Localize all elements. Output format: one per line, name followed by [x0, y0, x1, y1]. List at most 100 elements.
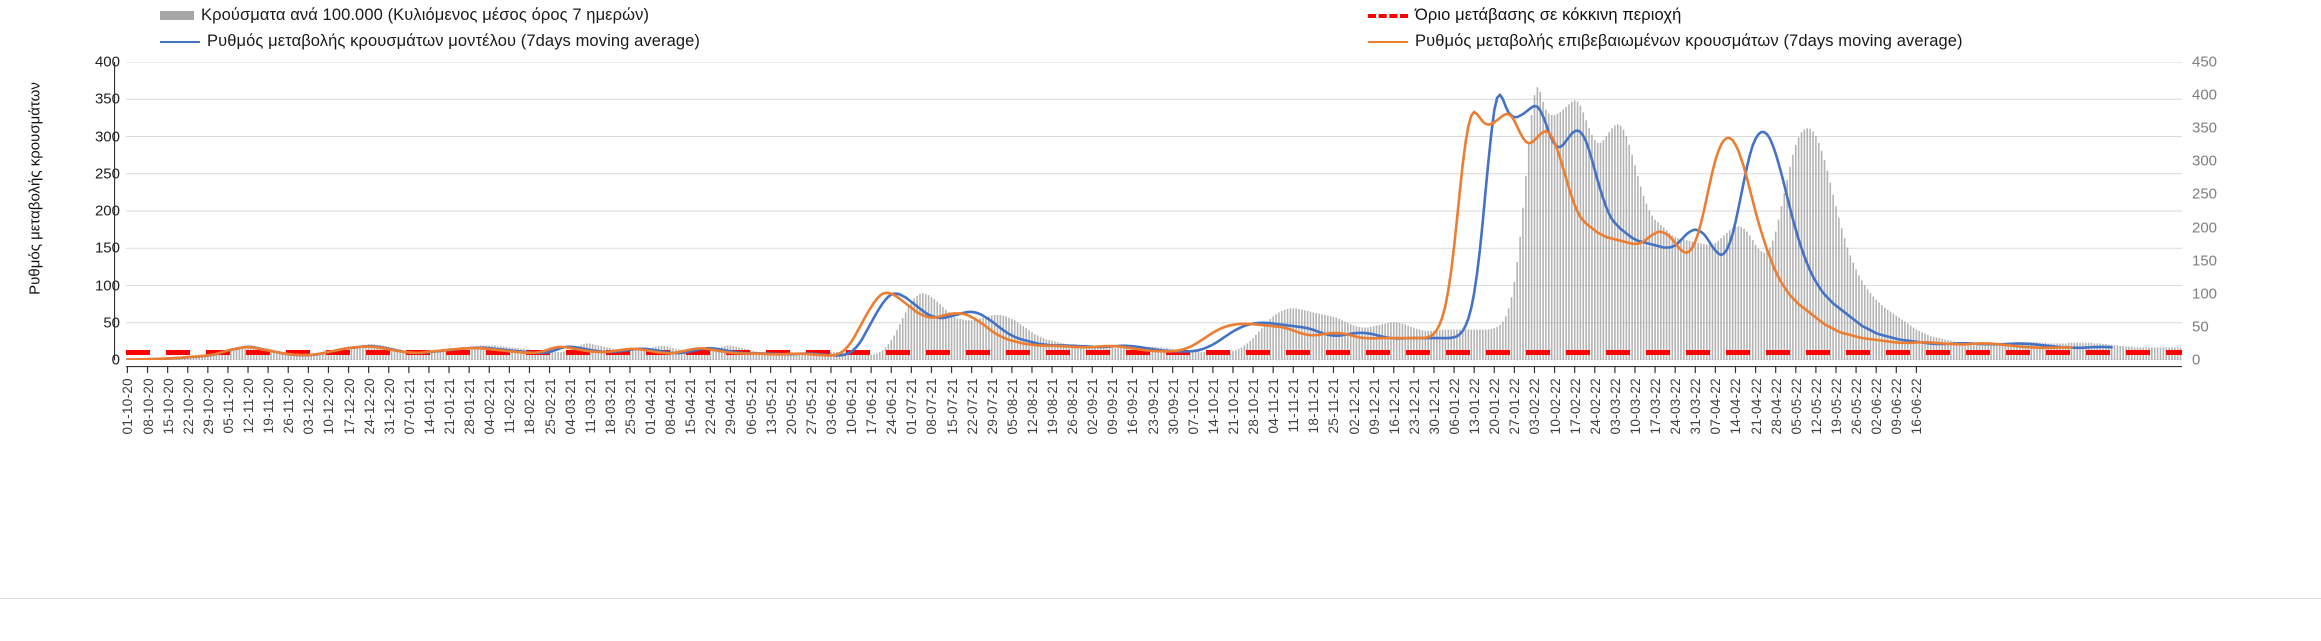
x-tick-label: 15-04-21: [683, 378, 699, 435]
legend-item-cases-per-100k[interactable]: Κρούσματα ανά 100.000 (Κυλιόμενος μέσος …: [160, 6, 649, 25]
x-tick-label: 09-06-22: [1889, 378, 1905, 435]
bar-swatch-icon: [160, 11, 194, 20]
x-tick-label: 24-06-21: [884, 378, 900, 435]
x-tick-label: 23-09-21: [1145, 378, 1161, 435]
y-tick-left: 0: [111, 351, 120, 369]
legend-item-model-rate[interactable]: Ρυθμός μεταβολής κρουσμάτων μοντέλου (7d…: [160, 32, 700, 51]
x-tick-label: 18-02-21: [522, 378, 538, 435]
y-tick-left: 350: [94, 90, 120, 108]
x-tick-label: 27-05-21: [803, 378, 819, 435]
x-tick-label: 27-01-22: [1507, 378, 1523, 435]
y-tick-right: 300: [2192, 152, 2218, 170]
x-tick-label: 12-05-22: [1808, 378, 1824, 435]
x-tick-label: 05-05-22: [1788, 378, 1804, 435]
x-tick-label: 12-08-21: [1024, 378, 1040, 435]
y-tick-right: 350: [2192, 119, 2218, 137]
x-tick-label: 07-04-22: [1708, 378, 1724, 435]
x-tick-label: 01-10-20: [120, 378, 136, 435]
y-tick-left: 300: [94, 128, 120, 145]
x-tick-label: 04-03-21: [562, 378, 578, 435]
x-tick-label: 28-01-21: [462, 378, 478, 435]
x-tick-label: 19-08-21: [1045, 378, 1061, 435]
y-tick-left: 150: [94, 239, 120, 257]
x-tick-label: 21-01-21: [442, 378, 458, 435]
x-tick-label: 14-10-21: [1205, 378, 1221, 435]
x-tick-label: 29-07-21: [984, 378, 1000, 435]
x-tick-label: 11-11-21: [1286, 378, 1302, 433]
x-tick-label: 24-02-22: [1587, 378, 1603, 435]
x-tick-label: 28-10-21: [1246, 378, 1262, 435]
x-tick-label: 07-10-21: [1185, 378, 1201, 435]
chart-legend: Κρούσματα ανά 100.000 (Κυλιόμενος μέσος …: [0, 0, 2321, 52]
x-tick-label: 23-12-21: [1406, 378, 1422, 435]
x-tick-label: 03-12-20: [301, 378, 317, 435]
x-tick-label: 24-03-22: [1668, 378, 1684, 435]
x-tick-label: 17-02-22: [1567, 378, 1583, 435]
line-swatch-icon: [160, 40, 200, 43]
x-tick-label: 08-10-20: [140, 378, 156, 435]
x-tick-label: 20-01-22: [1487, 378, 1503, 435]
x-tick-label: 21-04-22: [1748, 378, 1764, 435]
y-tick-right: 50: [2192, 318, 2209, 336]
x-tick-label: 19-05-22: [1828, 378, 1844, 435]
x-tick-label: 17-12-20: [341, 378, 357, 435]
x-tick-label: 03-03-22: [1607, 378, 1623, 435]
x-tick-label: 08-07-21: [924, 378, 940, 435]
legend-label-model-rate: Ρυθμός μεταβολής κρουσμάτων μοντέλου (7d…: [207, 32, 700, 50]
x-tick-label: 24-12-20: [361, 378, 377, 435]
x-tick-label: 22-10-20: [180, 378, 196, 435]
y-tick-left: 200: [94, 202, 120, 220]
y-tick-left: 250: [94, 165, 120, 183]
x-tick-label: 30-09-21: [1165, 378, 1181, 435]
footer-divider: [0, 598, 2321, 599]
y-tick-left: 100: [94, 277, 120, 294]
x-tick-label: 19-11-20: [261, 378, 277, 434]
line-swatch-icon: [1368, 40, 1408, 43]
x-tick-label: 06-05-21: [743, 378, 759, 435]
x-tick-label: 15-10-20: [160, 378, 176, 435]
x-tick-label: 30-12-21: [1426, 378, 1442, 435]
y-axis-title: Ρυθμός μεταβολής κρουσμάτων: [26, 82, 44, 295]
x-tick-label: 02-09-21: [1085, 378, 1101, 435]
x-tick-label: 26-11-20: [281, 378, 297, 434]
x-tick-label: 05-08-21: [1004, 378, 1020, 435]
x-tick-label: 16-09-21: [1125, 378, 1141, 435]
legend-label-red-threshold: Όριο μετάβασης σε κόκκινη περιοχή: [1415, 6, 1682, 24]
y-tick-right: 0: [2192, 351, 2201, 369]
legend-label-confirmed-rate: Ρυθμός μεταβολής επιβεβαιωμένων κρουσμάτ…: [1415, 32, 1963, 50]
x-tick-label: 31-03-22: [1688, 378, 1704, 435]
x-tick-label: 11-02-21: [502, 378, 518, 434]
x-tick-label: 02-12-21: [1346, 378, 1362, 435]
x-tick-label: 13-05-21: [763, 378, 779, 435]
y-tick-right: 150: [2192, 252, 2218, 270]
x-tick-label: 08-04-21: [663, 378, 679, 435]
plot-area: [126, 62, 2182, 360]
x-tick-label: 03-06-21: [823, 378, 839, 435]
x-tick-label: 09-09-21: [1105, 378, 1121, 435]
legend-item-confirmed-rate[interactable]: Ρυθμός μεταβολής επιβεβαιωμένων κρουσμάτ…: [1368, 32, 1963, 51]
x-tick-label: 18-11-21: [1306, 378, 1322, 434]
y-tick-left: 400: [94, 53, 120, 71]
x-tick-label: 04-02-21: [482, 378, 498, 435]
x-tick-label: 12-11-20: [241, 378, 257, 434]
x-tick-label: 22-04-21: [703, 378, 719, 435]
x-tick-label: 04-11-21: [1266, 378, 1282, 434]
x-tick-label: 25-03-21: [622, 378, 638, 435]
x-axis: 01-10-20 08-10-20 15-10-20 22-10-20 29-10-20…: [120, 366, 2182, 546]
x-tick-label: 05-11-20: [220, 378, 236, 434]
y-axis-left: 0 50 100 150 200 250 300 350 400: [60, 53, 120, 369]
x-tick-label: 01-07-21: [904, 378, 920, 435]
x-tick-label: 11-03-21: [582, 378, 598, 434]
x-tick-label: 06-01-22: [1447, 378, 1463, 435]
x-tick-label: 03-02-22: [1527, 378, 1543, 435]
x-tick-label: 07-01-21: [401, 378, 417, 435]
y-tick-right: 400: [2192, 86, 2218, 104]
y-tick-left: 50: [103, 314, 120, 332]
x-tick-label: 14-01-21: [421, 378, 437, 435]
x-tick-label: 13-01-22: [1467, 378, 1483, 435]
x-tick-label: 16-06-22: [1909, 378, 1925, 435]
x-tick-label: 26-08-21: [1065, 378, 1081, 435]
legend-item-red-threshold[interactable]: Όριο μετάβασης σε κόκκινη περιοχή: [1368, 6, 1681, 25]
x-tick-label: 29-10-20: [200, 378, 216, 435]
x-tick-label: 21-10-21: [1225, 378, 1241, 435]
